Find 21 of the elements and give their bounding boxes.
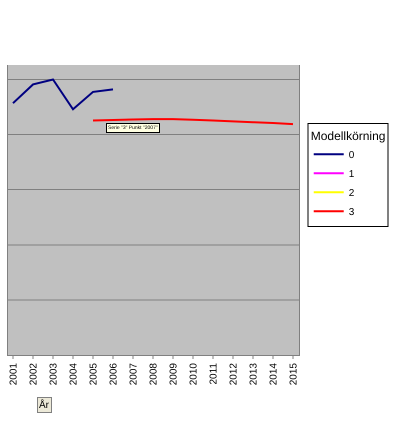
x-tick-label: 2003 <box>48 362 60 386</box>
x-tick-label: 2010 <box>188 362 200 386</box>
x-tick-label: 2001 <box>8 362 20 386</box>
legend-label: 1 <box>348 169 355 180</box>
x-tick-label: 2009 <box>168 362 180 386</box>
legend-title: Modellkörning <box>310 128 386 143</box>
x-tick-label: 2006 <box>108 362 120 386</box>
legend-label: 2 <box>348 188 355 200</box>
x-tick-label: 2007 <box>128 362 140 386</box>
x-tick-label: 2005 <box>88 362 100 386</box>
legend-label: 0 <box>348 150 355 162</box>
x-tick-label: 2012 <box>228 362 240 386</box>
legend-label: 3 <box>348 207 355 218</box>
x-tick-label: 2008 <box>148 362 160 386</box>
x-tick-label: 2013 <box>248 362 260 386</box>
x-tick-label: 2014 <box>268 362 280 386</box>
x-tick-label: 2004 <box>68 362 80 386</box>
x-tick-label: 2002 <box>28 362 40 386</box>
x-tick-label: 2011 <box>208 362 220 385</box>
x-tick-label: 2015 <box>288 362 300 386</box>
x-axis-title: År <box>39 399 50 411</box>
